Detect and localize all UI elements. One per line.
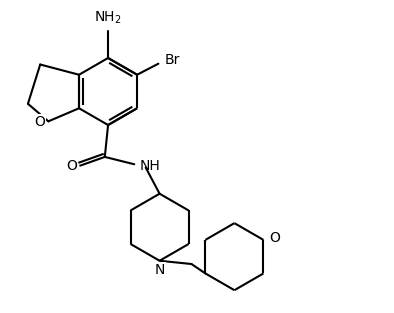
Text: Br: Br [165,53,180,67]
Text: N: N [154,263,165,277]
Text: NH: NH [139,159,160,173]
Text: NH$_2$: NH$_2$ [94,10,122,27]
Text: O: O [67,159,78,173]
Text: O: O [34,115,45,129]
Text: O: O [269,231,281,245]
